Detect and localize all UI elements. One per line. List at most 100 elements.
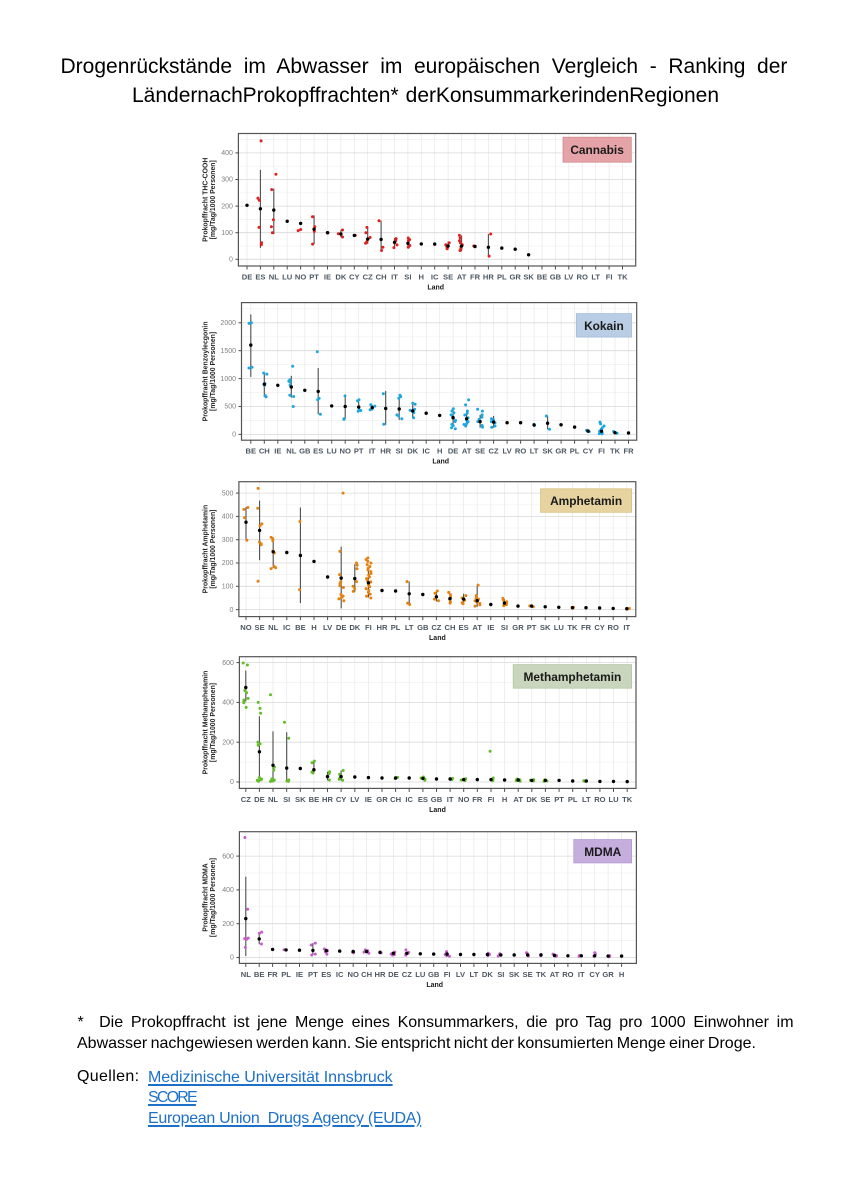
svg-text:LV: LV bbox=[503, 447, 513, 456]
svg-text:0: 0 bbox=[230, 955, 234, 962]
svg-text:H: H bbox=[419, 273, 424, 282]
svg-text:CH: CH bbox=[259, 447, 270, 456]
svg-text:[mg/Tag/1000 Personen]: [mg/Tag/1000 Personen] bbox=[210, 858, 217, 937]
svg-text:[mg/Tag/1000 Personen]: [mg/Tag/1000 Personen] bbox=[210, 510, 217, 589]
svg-text:ES: ES bbox=[418, 795, 428, 804]
svg-text:AT: AT bbox=[457, 273, 467, 282]
svg-text:LV: LV bbox=[323, 623, 333, 632]
svg-text:CY: CY bbox=[594, 623, 605, 632]
svg-text:SE: SE bbox=[540, 795, 550, 804]
svg-text:400: 400 bbox=[222, 514, 234, 521]
svg-text:DE: DE bbox=[336, 623, 347, 632]
svg-text:PL: PL bbox=[570, 447, 580, 456]
svg-text:HR: HR bbox=[380, 447, 391, 456]
svg-text:200: 200 bbox=[222, 921, 234, 928]
svg-text:SI: SI bbox=[501, 623, 508, 632]
svg-text:AT: AT bbox=[472, 623, 482, 632]
svg-text:SK: SK bbox=[542, 447, 553, 456]
svg-text:Land: Land bbox=[426, 982, 443, 989]
svg-text:DK: DK bbox=[349, 623, 360, 632]
svg-text:NL: NL bbox=[241, 970, 251, 979]
svg-text:DE: DE bbox=[388, 970, 399, 979]
svg-text:H: H bbox=[311, 623, 316, 632]
svg-text:500: 500 bbox=[222, 490, 234, 497]
svg-text:FR: FR bbox=[623, 447, 634, 456]
svg-text:GR: GR bbox=[510, 273, 522, 282]
svg-text:Kokain: Kokain bbox=[584, 319, 624, 333]
svg-text:Methamphetamin: Methamphetamin bbox=[524, 670, 622, 684]
svg-text:NL: NL bbox=[268, 795, 278, 804]
svg-text:LT: LT bbox=[591, 273, 600, 282]
svg-text:GB: GB bbox=[550, 273, 562, 282]
svg-text:H: H bbox=[619, 970, 624, 979]
svg-text:PT: PT bbox=[309, 273, 319, 282]
svg-text:TK: TK bbox=[567, 623, 578, 632]
svg-text:Prokopffracht Amphetamin: Prokopffracht Amphetamin bbox=[203, 505, 210, 594]
svg-text:PL: PL bbox=[391, 623, 401, 632]
svg-text:RO: RO bbox=[515, 447, 526, 456]
svg-text:SK: SK bbox=[540, 623, 551, 632]
svg-text:CH: CH bbox=[361, 970, 372, 979]
svg-text:SI: SI bbox=[396, 447, 403, 456]
svg-text:FI: FI bbox=[444, 970, 451, 979]
svg-text:CZ: CZ bbox=[241, 795, 251, 804]
svg-text:H: H bbox=[437, 447, 442, 456]
svg-text:FI: FI bbox=[606, 273, 613, 282]
svg-text:HR: HR bbox=[375, 970, 386, 979]
svg-text:RO: RO bbox=[594, 795, 605, 804]
svg-text:SK: SK bbox=[509, 970, 520, 979]
svg-text:[mg/Tag/1000 Personen]: [mg/Tag/1000 Personen] bbox=[210, 683, 217, 762]
svg-text:LV: LV bbox=[564, 273, 574, 282]
svg-text:400: 400 bbox=[221, 150, 233, 157]
svg-text:RO: RO bbox=[608, 623, 619, 632]
svg-text:TK: TK bbox=[622, 795, 633, 804]
svg-text:CH: CH bbox=[390, 795, 401, 804]
svg-text:PT: PT bbox=[527, 623, 537, 632]
svg-text:HR: HR bbox=[322, 795, 333, 804]
svg-text:LT: LT bbox=[530, 447, 539, 456]
svg-text:200: 200 bbox=[222, 560, 234, 567]
svg-text:LV: LV bbox=[456, 970, 466, 979]
svg-text:IC: IC bbox=[336, 970, 344, 979]
svg-text:400: 400 bbox=[222, 887, 234, 894]
svg-text:TK: TK bbox=[610, 447, 621, 456]
svg-text:PL: PL bbox=[497, 273, 507, 282]
svg-text:400: 400 bbox=[222, 700, 234, 707]
svg-text:0: 0 bbox=[229, 257, 233, 264]
svg-text:Amphetamin: Amphetamin bbox=[550, 494, 622, 508]
svg-text:IE: IE bbox=[365, 795, 372, 804]
svg-text:CH: CH bbox=[445, 623, 456, 632]
svg-text:FR: FR bbox=[470, 273, 481, 282]
svg-text:GR: GR bbox=[555, 447, 567, 456]
svg-text:CY: CY bbox=[583, 447, 594, 456]
svg-text:100: 100 bbox=[221, 230, 233, 237]
svg-text:Land: Land bbox=[429, 635, 446, 642]
svg-text:RO: RO bbox=[562, 970, 573, 979]
svg-text:AT: AT bbox=[462, 447, 472, 456]
svg-text:Cannabis: Cannabis bbox=[570, 143, 624, 157]
svg-text:DK: DK bbox=[482, 970, 493, 979]
svg-text:DK: DK bbox=[407, 447, 418, 456]
svg-text:IC: IC bbox=[422, 447, 430, 456]
svg-text:[mg/Tag/1000 Personen]: [mg/Tag/1000 Personen] bbox=[210, 332, 217, 411]
svg-text:PT: PT bbox=[554, 795, 564, 804]
svg-text:ES: ES bbox=[459, 623, 469, 632]
svg-text:NO: NO bbox=[458, 795, 469, 804]
svg-text:300: 300 bbox=[221, 177, 233, 184]
svg-text:LT: LT bbox=[470, 970, 479, 979]
svg-text:IE: IE bbox=[324, 273, 331, 282]
svg-text:Prokopffracht THC-COOH: Prokopffracht THC-COOH bbox=[203, 158, 210, 242]
svg-text:CZ: CZ bbox=[431, 623, 441, 632]
svg-text:NL: NL bbox=[269, 273, 279, 282]
svg-text:PT: PT bbox=[354, 447, 364, 456]
svg-text:Prokopffracht MDMA: Prokopffracht MDMA bbox=[203, 863, 210, 932]
svg-text:DE: DE bbox=[254, 795, 265, 804]
svg-text:FI: FI bbox=[365, 623, 372, 632]
svg-text:BE: BE bbox=[537, 273, 548, 282]
svg-text:Land: Land bbox=[427, 285, 444, 292]
svg-text:200: 200 bbox=[222, 739, 234, 746]
svg-text:IT: IT bbox=[578, 970, 585, 979]
svg-text:GB: GB bbox=[299, 447, 311, 456]
svg-text:IT: IT bbox=[391, 273, 398, 282]
svg-text:DE: DE bbox=[448, 447, 459, 456]
